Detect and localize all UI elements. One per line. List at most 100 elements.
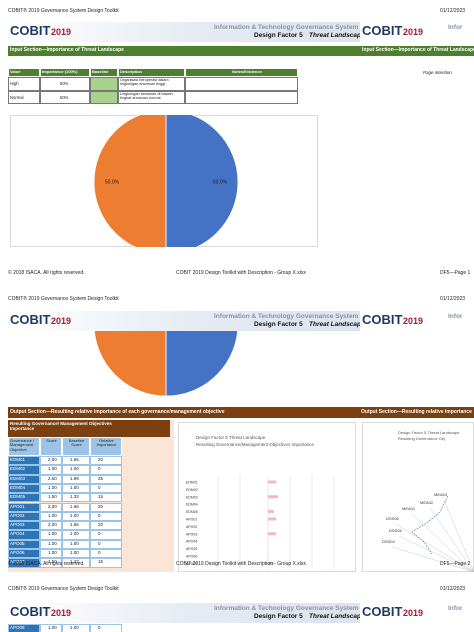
output-section-title-cut: Output Section—Resulting relative import… — [361, 409, 472, 415]
output-cell-text: 15 — [98, 494, 104, 500]
logo-year: 2019 — [403, 316, 424, 326]
output-cell-text: 20 — [98, 503, 104, 509]
bar-label: EDM04 — [186, 503, 198, 507]
bar — [268, 517, 276, 521]
output-cell — [8, 511, 40, 522]
output-cell — [90, 624, 122, 632]
footer-page: DF5—Page 1 — [440, 270, 471, 276]
input-column-header: Description — [120, 69, 143, 74]
output-cell — [90, 465, 122, 475]
page-date: 01/12/2023 — [440, 296, 466, 302]
input-cell-text: High — [10, 81, 19, 86]
output-cell-text: EDM04 — [10, 484, 26, 490]
output-section-bar — [8, 407, 474, 418]
logo-year: 2019 — [403, 27, 424, 37]
bar — [268, 495, 278, 499]
output-cell-text: 0 — [98, 550, 101, 555]
bar-label: EDM02 — [186, 488, 198, 492]
output-cell-text: APO08 — [10, 625, 25, 630]
output-cell-text: 1.33 — [70, 559, 79, 565]
banner-band-2 — [360, 22, 474, 42]
input-section-bar-2 — [360, 46, 474, 56]
output-cell — [8, 456, 40, 466]
output-cell — [8, 474, 40, 484]
logo: COBIT — [362, 23, 403, 38]
output-cell-text: APO02 — [10, 512, 25, 518]
output-cell-text: APO06 — [10, 550, 25, 555]
banner-title-cut: Infor — [448, 313, 463, 320]
output-cell — [8, 521, 40, 531]
input-header-cell — [185, 68, 298, 77]
input-cell — [40, 90, 90, 104]
radar-panel — [362, 422, 474, 572]
radar-label: DSS06 — [386, 516, 399, 521]
logo: COBIT — [362, 604, 403, 619]
output-cell — [40, 456, 62, 466]
banner-subtitle: Design Factor 5 — [254, 321, 303, 328]
banner-title-cut: Infor — [448, 605, 463, 612]
output-cell-text: 0 — [98, 512, 101, 518]
output-cell — [62, 502, 90, 512]
footer-copyright: © 2018 ISACA. All rights reserved. — [8, 561, 85, 567]
input-column-header: Importance (100%) — [42, 69, 78, 74]
output-cell — [62, 465, 90, 475]
bar — [268, 561, 274, 565]
pie-slice — [93, 330, 167, 397]
input-side-note: Page intention — [423, 70, 452, 75]
output-cell — [90, 474, 122, 484]
output-cell — [62, 493, 90, 503]
output-cell — [8, 502, 40, 512]
banner-band — [8, 311, 474, 331]
output-cell — [40, 483, 62, 494]
bar-label: APO02 — [186, 525, 197, 529]
radar-spoke — [429, 507, 474, 572]
bar-label: APO03 — [186, 532, 197, 536]
output-cell-text: 1.00 — [48, 531, 57, 537]
input-cell — [118, 90, 185, 104]
output-cell-text: APO07 — [10, 559, 25, 565]
output-table-title-bg — [8, 420, 170, 437]
output-section-bar-2 — [358, 407, 474, 418]
output-cell — [62, 474, 90, 484]
output-cell-text: 1.00 — [70, 484, 79, 490]
output-cell — [90, 558, 122, 568]
output-cell — [62, 521, 90, 531]
output-cell-text: APO03 — [10, 522, 25, 528]
pie-slice — [165, 115, 239, 247]
output-cell-text: 25 — [98, 475, 104, 481]
output-cell — [62, 549, 90, 559]
banner-title-cut: Infor — [448, 24, 463, 31]
output-cell — [62, 530, 90, 540]
output-column-header: Relative Importance — [96, 438, 117, 448]
output-cell — [8, 483, 40, 494]
output-cell-text: 1.99 — [70, 475, 79, 481]
output-cell — [62, 511, 90, 522]
radar-label: MEA01 — [402, 506, 416, 511]
output-cell-text: 2.00 — [48, 457, 57, 462]
output-cell — [90, 502, 122, 512]
output-cell — [40, 511, 62, 522]
banner-band-2 — [360, 603, 474, 623]
bar-label: APO06 — [186, 555, 197, 559]
input-cell — [185, 77, 298, 91]
output-cell-text: 0 — [98, 625, 101, 630]
radar-label: MEA02 — [420, 500, 434, 505]
input-cell-text: 50% — [60, 81, 69, 86]
bar — [268, 532, 276, 536]
output-cell-text: 20 — [98, 522, 104, 528]
logo: COBIT — [10, 23, 51, 38]
input-column-header: Value — [10, 69, 21, 74]
output-cell-text: 0 — [98, 484, 101, 490]
pie-chart: 50.0% 50.0% — [93, 115, 239, 247]
page-header: COBIT® 2019 Governance System Design Too… — [8, 586, 119, 592]
output-cell — [8, 624, 40, 632]
page-date: 01/12/2023 — [440, 8, 466, 14]
output-cell — [40, 558, 62, 568]
banner-subtitle-em: Threat Landscape — [309, 321, 365, 328]
output-cell-text: EDM01 — [10, 457, 26, 462]
banner-title: Information & Technology Governance Syst… — [214, 313, 382, 320]
output-cell-text: 1.00 — [70, 531, 79, 537]
output-cell-text: 1.50 — [48, 494, 57, 500]
input-cell-text: Normal — [10, 94, 24, 100]
output-cell-text: 1.00 — [48, 512, 57, 518]
